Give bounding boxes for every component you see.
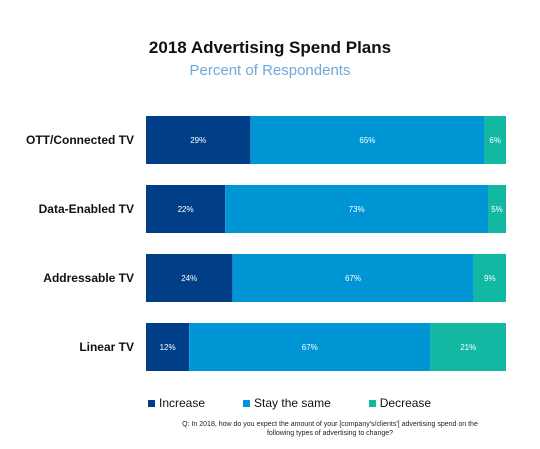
data-label-ott-connected-tv-increase: 29% [190,136,206,145]
bar-segment-linear-tv-stay-the-same [189,323,431,371]
data-label-addressable-tv-stay-the-same: 67% [345,274,361,283]
category-label-data-enabled-tv: Data-Enabled TV [39,202,134,216]
category-label-ott-connected-tv: OTT/Connected TV [26,133,134,147]
chart-legend: Increase Stay the same Decrease [148,396,508,410]
data-label-ott-connected-tv-decrease: 6% [489,136,501,145]
legend-swatch-decrease [368,399,376,407]
legend-label-stay-the-same: Stay the same [254,396,331,410]
data-label-linear-tv-decrease: 21% [460,343,476,352]
bar-segment-ott-connected-tv-stay-the-same [250,116,485,164]
bar-segment-addressable-tv-decrease [473,254,506,302]
legend-swatch-stay-the-same [243,399,251,407]
data-label-data-enabled-tv-increase: 22% [178,205,194,214]
bar-segment-addressable-tv-stay-the-same [232,254,474,302]
legend-item-decrease: Decrease [368,396,432,410]
bar-segment-ott-connected-tv-decrease [484,116,506,164]
chart-subtitle: Percent of Respondents [189,62,351,79]
chart-title: 2018 Advertising Spend Plans [148,38,392,57]
category-label-linear-tv: Linear TV [79,340,134,354]
data-label-addressable-tv-decrease: 9% [484,274,496,283]
bar-segment-data-enabled-tv-stay-the-same [225,185,488,233]
data-label-addressable-tv-increase: 24% [181,274,197,283]
category-label-addressable-tv: Addressable TV [43,271,134,285]
legend-item-stay-the-same: Stay the same [243,396,331,410]
data-label-data-enabled-tv-stay-the-same: 73% [349,205,365,214]
data-label-linear-tv-stay-the-same: 67% [302,343,318,352]
bar-segment-ott-connected-tv-increase [146,116,251,164]
legend-label-decrease: Decrease [379,396,432,410]
legend-item-increase: Increase [148,396,205,410]
bar-segment-linear-tv-increase [146,323,190,371]
bar-segment-data-enabled-tv-decrease [488,185,506,233]
bar-segment-data-enabled-tv-increase [146,185,226,233]
legend-label-increase: Increase [159,396,206,410]
bar-segment-addressable-tv-increase [146,254,233,302]
data-label-linear-tv-increase: 12% [160,343,176,352]
survey-question-footnote: Q: In 2018, how do you expect the amount… [182,421,478,437]
bar-segment-linear-tv-decrease [430,323,506,371]
data-label-ott-connected-tv-stay-the-same: 65% [359,136,375,145]
legend-swatch-increase [148,399,155,407]
data-label-data-enabled-tv-decrease: 5% [491,205,503,214]
